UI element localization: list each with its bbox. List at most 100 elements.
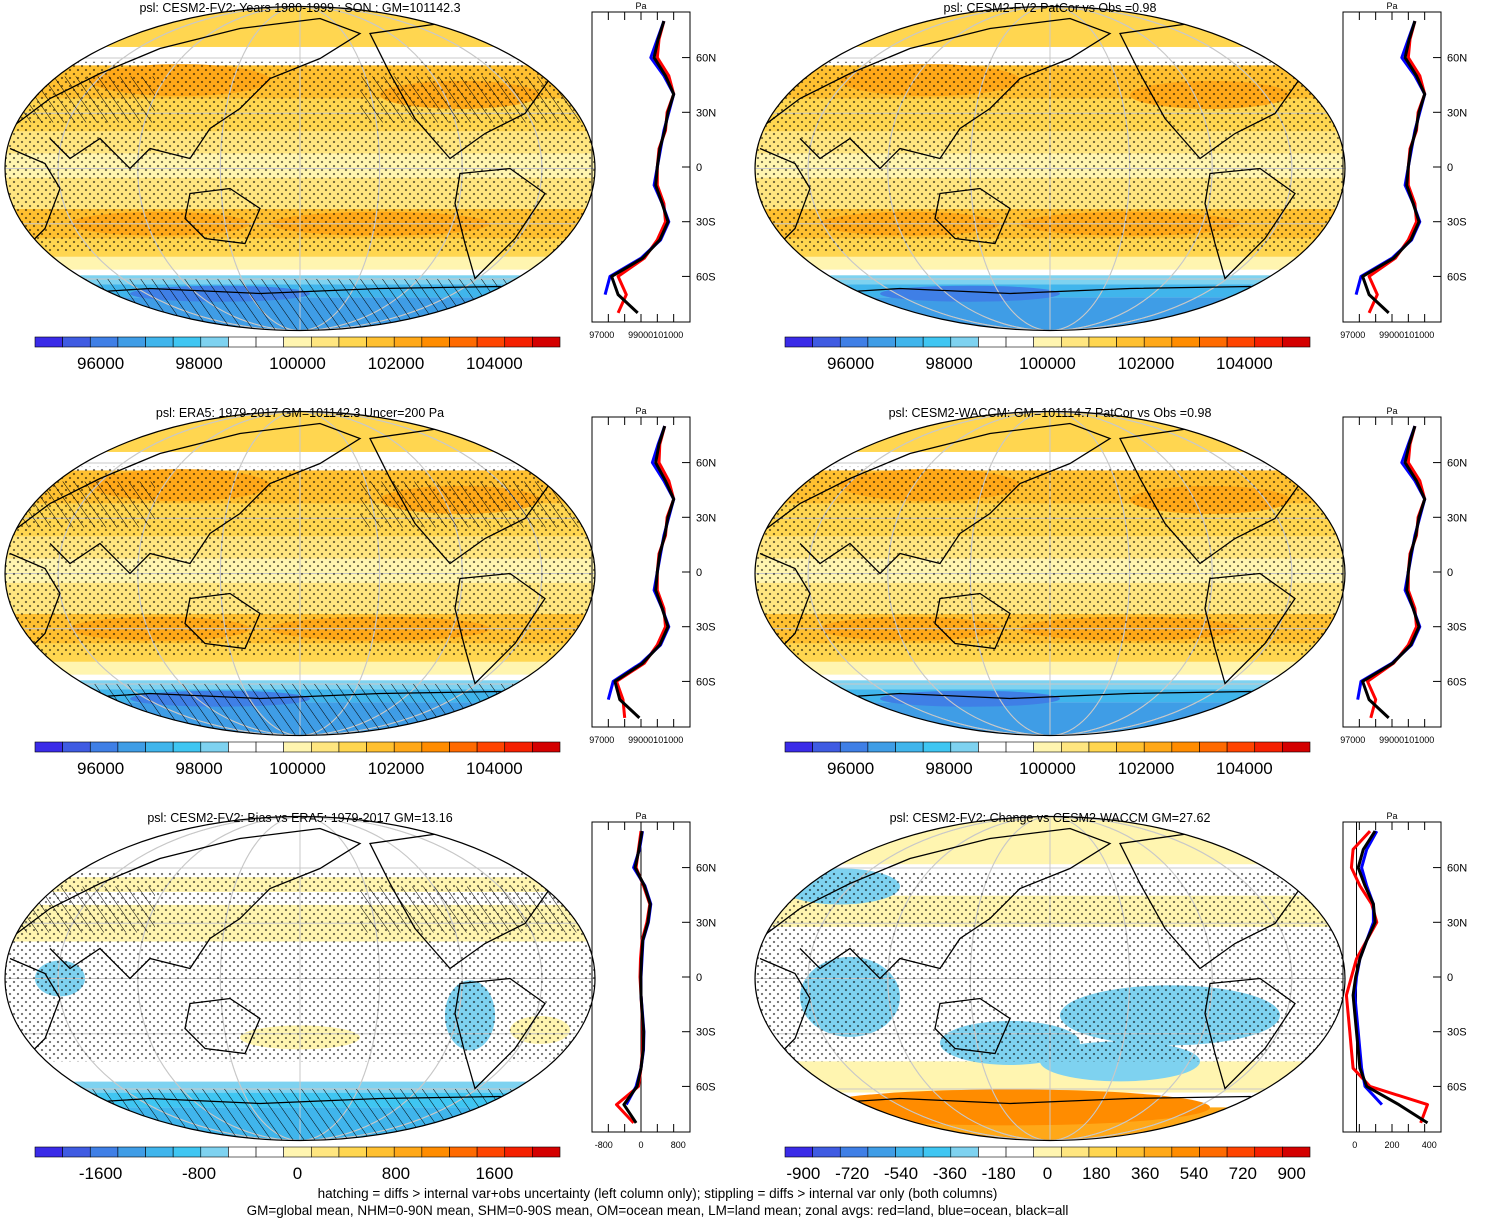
zonal-line-all [1351, 830, 1429, 1125]
colorbar-swatch [421, 336, 450, 348]
zonal-x-label: 97000 [589, 330, 614, 340]
colorbar-label: 104000 [1216, 759, 1273, 778]
colorbar-swatch [421, 1146, 450, 1158]
colorbar-swatch [895, 336, 924, 348]
zonal-units: Pa [1386, 406, 1397, 416]
colorbar-swatch [228, 741, 257, 753]
zonal-lat-label: 60N [1447, 458, 1467, 470]
colorbar-label: 540 [1180, 1164, 1208, 1183]
colorbar-label: -800 [182, 1164, 216, 1183]
zonal-lat-label: 60N [1447, 863, 1467, 875]
colorbar-swatch [1282, 741, 1311, 753]
zonal-x-label: 99000101000 [628, 330, 683, 340]
colorbar-swatch [1088, 1146, 1117, 1158]
zonal-line-land [1344, 830, 1429, 1124]
colorbar-swatch [62, 1146, 91, 1158]
zonal-x-label: 0 [1352, 1140, 1357, 1150]
colorbar-swatch [504, 336, 533, 348]
map-border [754, 815, 1346, 1142]
colorbar-swatch [228, 336, 257, 348]
colorbar-5: -1600 -800 0 800 1600 [34, 1146, 561, 1183]
zonal-lat-label: 30N [696, 917, 716, 929]
zonal-frame [591, 11, 691, 323]
colorbar-swatch [89, 1146, 119, 1158]
zonal-units: Pa [635, 406, 646, 416]
colorbar-swatch [338, 1146, 367, 1158]
zonal-panel-5: Pa 60N 30N 0 30S 60S -800 0 800 [591, 811, 716, 1150]
panel-title: psl: CESM2-FV2 PatCor vs Obs =0.98 [944, 1, 1157, 15]
colorbar-swatch [839, 336, 869, 348]
colorbar-label: 720 [1229, 1164, 1257, 1183]
map-panel-3: psl: ERA5: 1979-2017 GM=101142.3 Uncer=2… [4, 406, 596, 737]
map-border [754, 410, 1346, 737]
zonal-lat-label: 0 [1447, 162, 1453, 174]
colorbar-swatch [145, 336, 174, 348]
colorbar-swatch [200, 1146, 229, 1158]
map-panel-5: psl: CESM2-FV2: Bias vs ERA5: 1979-2017 … [4, 811, 596, 1142]
colorbar-swatch [200, 741, 229, 753]
colorbar-swatch [895, 1146, 924, 1158]
zonal-panel-6: Pa 60N 30N 0 30S 60S 0 200 400 [1342, 811, 1467, 1150]
colorbar-label: 96000 [827, 759, 874, 778]
colorbar-swatch [1033, 336, 1062, 348]
colorbar-1: 96000 98000 100000 102000 104000 [34, 336, 561, 373]
colorbar-swatch [393, 336, 423, 348]
colorbar-swatch [449, 741, 478, 753]
colorbar-swatch [1116, 336, 1145, 348]
colorbar-label: -1600 [79, 1164, 122, 1183]
colorbar-swatch [449, 1146, 478, 1158]
map-panel-4: psl: CESM2-WACCM: GM=101114.7 PatCor vs … [754, 406, 1346, 737]
colorbar-label: -900 [786, 1164, 820, 1183]
colorbar-swatch [1061, 741, 1090, 753]
colorbar-swatch [34, 336, 63, 348]
colorbar-swatch [1226, 741, 1256, 753]
colorbar-swatch [1254, 336, 1283, 348]
colorbar-swatch [978, 1146, 1007, 1158]
colorbar-label: 360 [1131, 1164, 1159, 1183]
zonal-lat-label: 0 [696, 972, 702, 984]
colorbar-swatch [784, 1146, 813, 1158]
colorbar-swatch [504, 741, 533, 753]
colorbar-swatch [1254, 1146, 1283, 1158]
zonal-x-label: 99000101000 [628, 735, 683, 745]
zonal-x-label: 97000 [589, 735, 614, 745]
colorbar-swatch [867, 741, 896, 753]
colorbar-swatch [1116, 1146, 1145, 1158]
colorbar-swatch [922, 336, 952, 348]
colorbar-swatch [895, 741, 924, 753]
colorbar-swatch [812, 1146, 841, 1158]
panel-title: psl: CESM2-FV2: Bias vs ERA5: 1979-2017 … [147, 811, 452, 825]
zonal-line-all [622, 830, 652, 1124]
colorbar-swatch [812, 741, 841, 753]
colorbar-swatch [839, 1146, 869, 1158]
colorbar-swatch [338, 741, 367, 753]
colorbar-swatch [1143, 1146, 1173, 1158]
colorbar-swatch [1005, 741, 1034, 753]
zonal-lat-label: 0 [696, 162, 702, 174]
colorbar-swatch [255, 336, 284, 348]
colorbar-label: 102000 [368, 759, 425, 778]
zonal-line-all [613, 425, 676, 719]
colorbar-swatch [1199, 741, 1228, 753]
map-border [4, 815, 596, 1142]
zonal-lat-label: 60S [696, 1081, 716, 1093]
colorbar-label: 102000 [368, 354, 425, 373]
map-border [4, 5, 596, 332]
zonal-line-all [1361, 20, 1427, 314]
zonal-units: Pa [1386, 1, 1397, 11]
zonal-lat-label: 60N [696, 53, 716, 65]
stippling [755, 466, 1345, 657]
colorbar-swatch [62, 336, 91, 348]
zonal-lat-label: 30S [696, 622, 716, 634]
colorbar-swatch [532, 1146, 561, 1158]
colorbar-label: 96000 [827, 354, 874, 373]
zonal-lat-label: 60S [696, 676, 716, 688]
colorbar-3: 96000 98000 100000 102000 104000 [34, 741, 561, 778]
zonal-panel-3: Pa 60N 30N 0 30S 60S 97000 99000101000 [589, 406, 716, 745]
colorbar-swatch [1143, 336, 1173, 348]
colorbar-swatch [532, 336, 561, 348]
zonal-panel-4: Pa 60N 30N 0 30S 60S 97000 99000101000 [1340, 406, 1467, 745]
colorbar-label: -180 [982, 1164, 1016, 1183]
colorbar-label: -540 [884, 1164, 918, 1183]
zonal-frame [591, 416, 691, 728]
